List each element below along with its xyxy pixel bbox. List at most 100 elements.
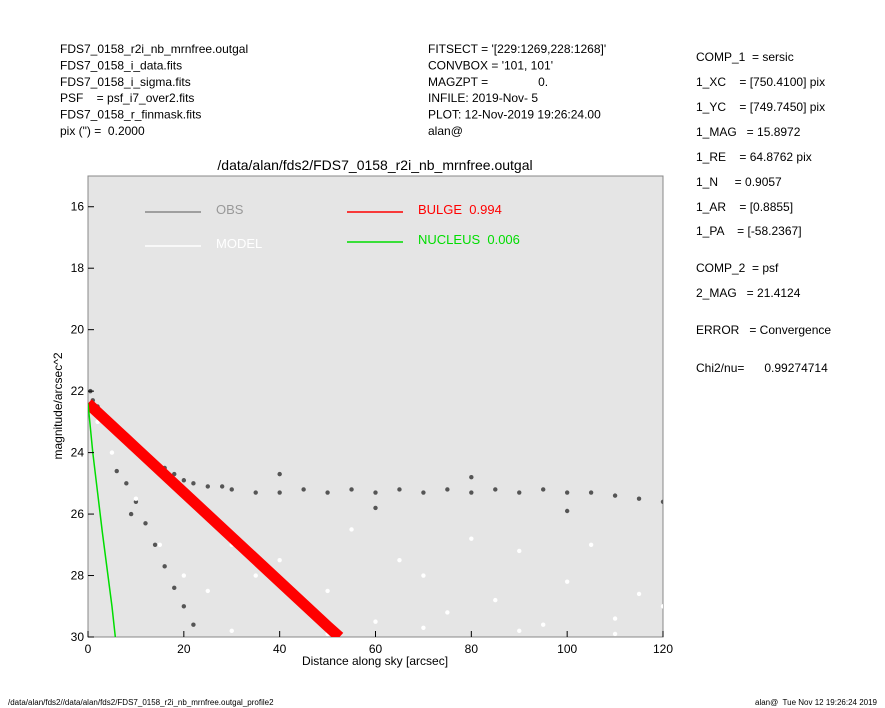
data-point bbox=[421, 573, 426, 578]
header-left-line: FDS7_0158_r_finmask.fits bbox=[60, 108, 201, 122]
y-tick-label: 28 bbox=[71, 569, 85, 583]
fit-parameter: 2_MAG = 21.4124 bbox=[696, 286, 801, 300]
data-point bbox=[373, 490, 378, 495]
data-point bbox=[325, 588, 330, 594]
data-point bbox=[517, 628, 522, 634]
y-tick-label: 18 bbox=[71, 261, 85, 275]
header-left-line: pix (") = 0.2000 bbox=[60, 124, 145, 138]
data-point bbox=[397, 487, 402, 492]
x-tick-label: 120 bbox=[653, 642, 673, 656]
legend-label: NUCLEUS 0.006 bbox=[418, 232, 520, 247]
fit-parameter: 1_RE = 64.8762 pix bbox=[696, 150, 812, 164]
data-point bbox=[181, 604, 187, 609]
data-point bbox=[191, 481, 196, 486]
plot-marks bbox=[88, 388, 663, 637]
data-point bbox=[253, 490, 258, 495]
footer-path: /data/alan/fds2//data/alan/fds2/FDS7_015… bbox=[8, 698, 274, 707]
data-point bbox=[564, 579, 570, 584]
data-point bbox=[397, 557, 402, 563]
legend-label: BULGE 0.994 bbox=[418, 202, 502, 217]
fit-parameter: COMP_2 = psf bbox=[696, 261, 779, 275]
fit-parameter: 1_AR = [0.8855] bbox=[696, 200, 793, 214]
data-point bbox=[172, 585, 177, 591]
data-point bbox=[612, 616, 618, 621]
header-left-line: FDS7_0158_i_data.fits bbox=[60, 58, 182, 72]
data-point bbox=[660, 604, 663, 609]
data-point bbox=[612, 631, 618, 637]
data-point bbox=[277, 557, 282, 563]
profile-line bbox=[88, 399, 344, 637]
x-tick-label: 100 bbox=[557, 642, 577, 656]
data-point bbox=[133, 496, 139, 501]
data-point bbox=[445, 610, 450, 615]
data-point bbox=[133, 499, 139, 504]
data-point bbox=[325, 490, 330, 495]
x-tick-label: 80 bbox=[465, 642, 479, 656]
data-point bbox=[517, 548, 522, 554]
data-point bbox=[301, 487, 306, 492]
data-point bbox=[541, 487, 546, 492]
data-point bbox=[636, 496, 642, 501]
x-axis-label: Distance along sky [arcsec] bbox=[302, 654, 448, 668]
plot-area bbox=[87, 175, 664, 638]
data-point bbox=[612, 493, 618, 498]
x-tick-label: 20 bbox=[177, 642, 191, 656]
data-point bbox=[469, 490, 474, 495]
data-point bbox=[143, 521, 148, 526]
data-point bbox=[588, 490, 594, 495]
data-point bbox=[157, 542, 163, 547]
data-point bbox=[564, 490, 570, 495]
header-middle-line: alan@ bbox=[428, 124, 463, 138]
chart-title: /data/alan/fds2/FDS7_0158_r2i_nb_mrnfree… bbox=[217, 157, 532, 173]
data-point bbox=[421, 625, 426, 630]
y-tick-label: 24 bbox=[71, 446, 85, 460]
data-point bbox=[469, 474, 474, 480]
data-point bbox=[493, 487, 498, 492]
footer-date: alan@ Tue Nov 12 19:26:24 2019 bbox=[755, 698, 878, 707]
header-middle-line: MAGZPT = 0. bbox=[428, 75, 548, 89]
data-point bbox=[660, 499, 663, 504]
fit-parameter: 1_MAG = 15.8972 bbox=[696, 125, 801, 139]
header-left-line: FDS7_0158_r2i_nb_mrnfree.outgal bbox=[60, 42, 248, 56]
x-tick-label: 40 bbox=[273, 642, 287, 656]
legend-label: MODEL bbox=[216, 236, 262, 251]
y-tick-label: 30 bbox=[71, 630, 85, 644]
header-middle-line: PLOT: 12-Nov-2019 19:26:24.00 bbox=[428, 108, 601, 122]
data-point bbox=[445, 487, 450, 492]
data-point bbox=[517, 490, 522, 495]
data-point bbox=[124, 481, 129, 486]
data-point bbox=[181, 573, 187, 578]
legend-label: OBS bbox=[216, 202, 244, 217]
y-tick-label: 20 bbox=[71, 323, 85, 337]
y-tick-label: 16 bbox=[71, 200, 85, 214]
fit-parameter: 1_XC = [750.4100] pix bbox=[696, 75, 825, 89]
data-point bbox=[373, 619, 378, 624]
header-left-line: PSF = psf_i7_over2.fits bbox=[60, 91, 194, 105]
x-tick-label: 60 bbox=[369, 642, 383, 656]
data-point bbox=[181, 478, 187, 483]
data-point bbox=[253, 573, 258, 578]
y-tick-label: 26 bbox=[71, 507, 85, 521]
fit-parameter: ERROR = Convergence bbox=[696, 323, 831, 337]
header-middle-line: CONVBOX = '101, 101' bbox=[428, 58, 553, 72]
y-axis-label: magnitude/arcsec^2 bbox=[51, 352, 65, 459]
data-point bbox=[229, 487, 234, 492]
data-point bbox=[277, 490, 282, 495]
data-point bbox=[349, 527, 354, 532]
data-point bbox=[229, 628, 234, 634]
data-point bbox=[421, 490, 426, 495]
fit-parameter: 1_PA = [-58.2367] bbox=[696, 224, 802, 238]
data-point bbox=[277, 471, 282, 477]
fit-parameter: 1_N = 0.9057 bbox=[696, 175, 782, 189]
data-point bbox=[205, 588, 210, 594]
data-point bbox=[109, 450, 115, 455]
data-point bbox=[564, 508, 570, 514]
fit-parameter: COMP_1 = sersic bbox=[696, 50, 794, 64]
header-middle-line: INFILE: 2019-Nov- 5 bbox=[428, 91, 538, 105]
data-point bbox=[191, 622, 196, 627]
data-point bbox=[636, 591, 642, 597]
header-left-line: FDS7_0158_i_sigma.fits bbox=[60, 75, 191, 89]
data-point bbox=[541, 622, 546, 627]
data-point bbox=[219, 484, 225, 489]
